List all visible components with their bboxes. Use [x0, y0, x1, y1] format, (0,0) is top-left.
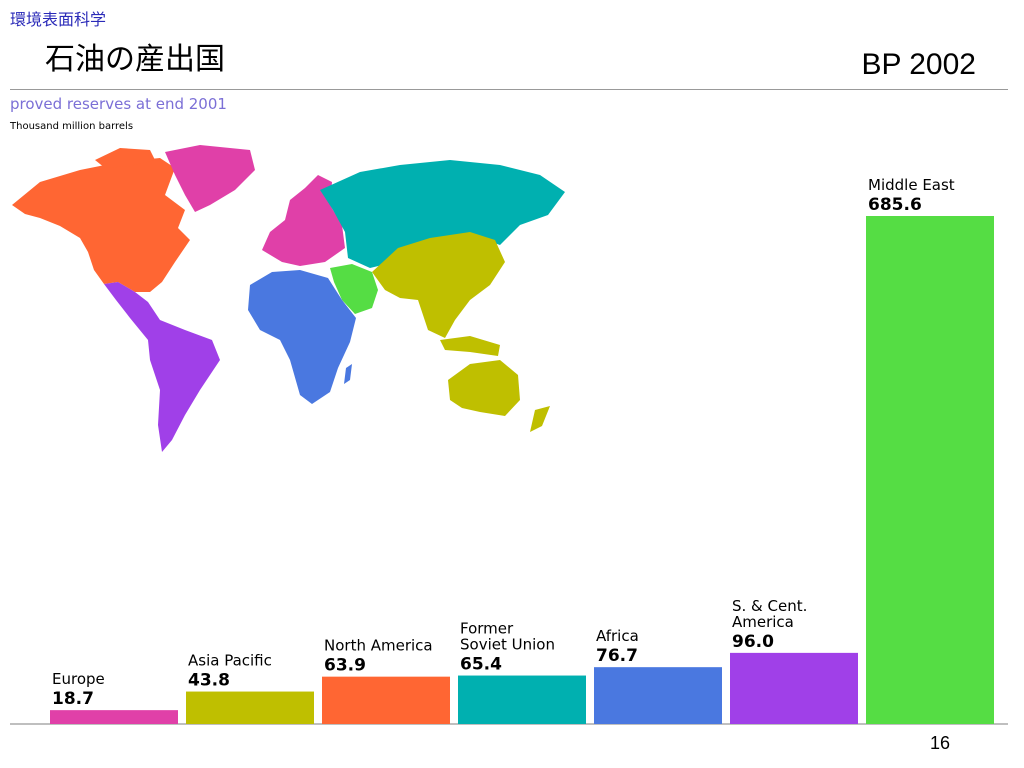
bar-north-america	[322, 676, 450, 724]
value-label-africa: 76.7	[596, 646, 638, 666]
map-region-asia-pacific-islands	[440, 336, 500, 356]
map-region-south-central-america	[104, 282, 220, 452]
value-label-asia-pacific: 43.8	[188, 671, 230, 691]
category-label-asia-pacific: Asia Pacific	[188, 652, 272, 670]
value-label-former-soviet-union: 65.4	[460, 655, 502, 675]
category-label-former-soviet-union-line-1: Former	[460, 620, 514, 638]
category-label-africa: Africa	[596, 627, 639, 645]
category-label-europe: Europe	[52, 670, 105, 688]
map-region-middle-east	[330, 264, 378, 314]
value-label-north-america: 63.9	[324, 656, 366, 676]
value-label-s-cent-america: 96.0	[732, 632, 774, 652]
bar-africa	[594, 667, 722, 724]
map-region-europe-greenland	[165, 145, 255, 212]
value-label-middle-east: 685.6	[868, 195, 922, 215]
map-region-africa	[248, 270, 356, 404]
map-region-europe	[262, 175, 345, 266]
page-number: 16	[930, 733, 951, 753]
category-label-middle-east: Middle East	[868, 176, 955, 194]
map-region-asia-pacific	[372, 232, 505, 338]
category-label-former-soviet-union-line-2: Soviet Union	[460, 636, 555, 654]
category-label-s-cent-america-line-1: S. & Cent.	[732, 597, 807, 615]
category-label-north-america: North America	[324, 637, 433, 655]
world-map	[12, 145, 565, 452]
map-region-north-america-arctic	[95, 148, 155, 168]
value-label-europe: 18.7	[52, 689, 94, 709]
title-divider	[10, 89, 1008, 90]
bar-asia-pacific	[186, 691, 314, 724]
bar-former-soviet-union	[458, 675, 586, 724]
bar-middle-east	[866, 216, 994, 724]
bar-europe	[50, 710, 178, 724]
bar-s-cent-america	[730, 652, 858, 724]
map-region-asia-pacific-nz	[530, 406, 550, 432]
map-region-africa-madagascar	[344, 364, 352, 384]
page-title: 石油の産出国	[45, 42, 225, 77]
unit-label: Thousand million barrels	[10, 121, 134, 132]
chart-title: proved reserves at end 2001	[10, 95, 227, 113]
map-region-north-america	[12, 158, 190, 292]
course-name: 環境表面科学	[10, 10, 107, 29]
map-region-former-soviet-union	[320, 160, 565, 268]
source-label: BP 2002	[861, 48, 976, 81]
category-label-s-cent-america-line-2: America	[732, 613, 794, 631]
map-region-asia-pacific-australia	[448, 360, 520, 416]
